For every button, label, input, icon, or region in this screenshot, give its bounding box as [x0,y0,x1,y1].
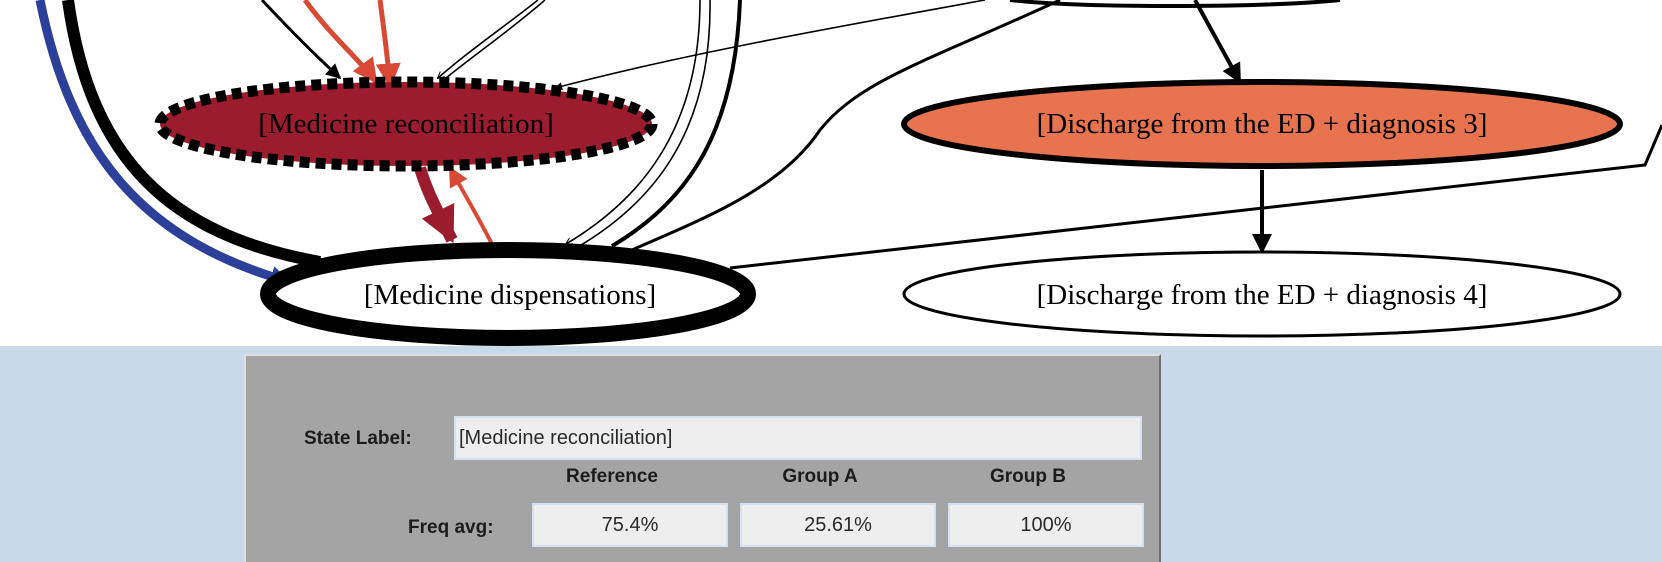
state-properties-panel: State Label: [Medicine reconciliation] R… [244,354,1161,562]
state-label-caption: State Label: [304,428,412,449]
state-label-field[interactable]: [Medicine reconciliation] [454,416,1142,460]
edge-to-reconciliation-black[interactable] [260,0,342,80]
edge-right-to-dispensations[interactable] [729,124,1662,270]
partial-node-top [1009,0,1341,8]
node-label-medicine-dispensations: [Medicine dispensations] [364,279,656,311]
edge-curve-thin-to-dispensations-b [575,0,711,249]
node-label-discharge-diagnosis-4: [Discharge from the ED + diagnosis 4] [1037,279,1488,311]
edge-to-reconciliation-red-2[interactable] [375,0,401,89]
edge-blue-to-dispensations[interactable] [35,0,293,288]
node-discharge-diagnosis-4[interactable]: [Discharge from the ED + diagnosis 4] [902,250,1622,338]
edge-thin-to-reconciliation[interactable] [554,0,986,91]
edge-thick-black-to-dispensations[interactable] [62,0,322,268]
process-graph-canvas[interactable]: [Medicine reconciliation] [Discharge fro… [0,0,1662,346]
edge-to-reconciliation-red-1[interactable] [302,0,379,85]
node-medicine-reconciliation[interactable]: [Medicine reconciliation] [154,76,658,172]
edge-to-reconciliation-double[interactable] [438,0,539,78]
node-medicine-dispensations[interactable]: [Medicine dispensations] [260,242,756,346]
freq-avg-group-b-field[interactable]: 100% [948,503,1144,547]
node-label-medicine-reconciliation: [Medicine reconciliation] [258,108,554,140]
edge-curve-thin-to-dispensations[interactable] [566,0,701,244]
freq-avg-group-a-field[interactable]: 25.61% [740,503,936,547]
edge-long-s-to-dispensations[interactable] [631,0,1061,252]
node-discharge-diagnosis-3[interactable]: [Discharge from the ED + diagnosis 3] [901,79,1623,169]
edge-to-reconciliation-double-b [445,0,546,79]
node-label-discharge-diagnosis-3: [Discharge from the ED + diagnosis 3] [1037,108,1488,140]
edge-to-discharge-3[interactable] [1193,0,1242,84]
column-header-group-a: Group A [782,466,858,487]
edge-reconciliation-to-dispensations[interactable] [414,166,458,244]
edge-curve-medium-to-dispensations[interactable] [610,0,742,248]
freq-avg-caption: Freq avg: [408,517,494,538]
column-header-group-b: Group B [990,466,1066,487]
process-graph-svg: [Medicine reconciliation] [Discharge fro… [35,0,1662,346]
edge-dispensations-to-reconciliation[interactable] [448,166,497,251]
column-header-reference: Reference [566,466,658,487]
freq-avg-reference-field[interactable]: 75.4% [532,503,728,547]
